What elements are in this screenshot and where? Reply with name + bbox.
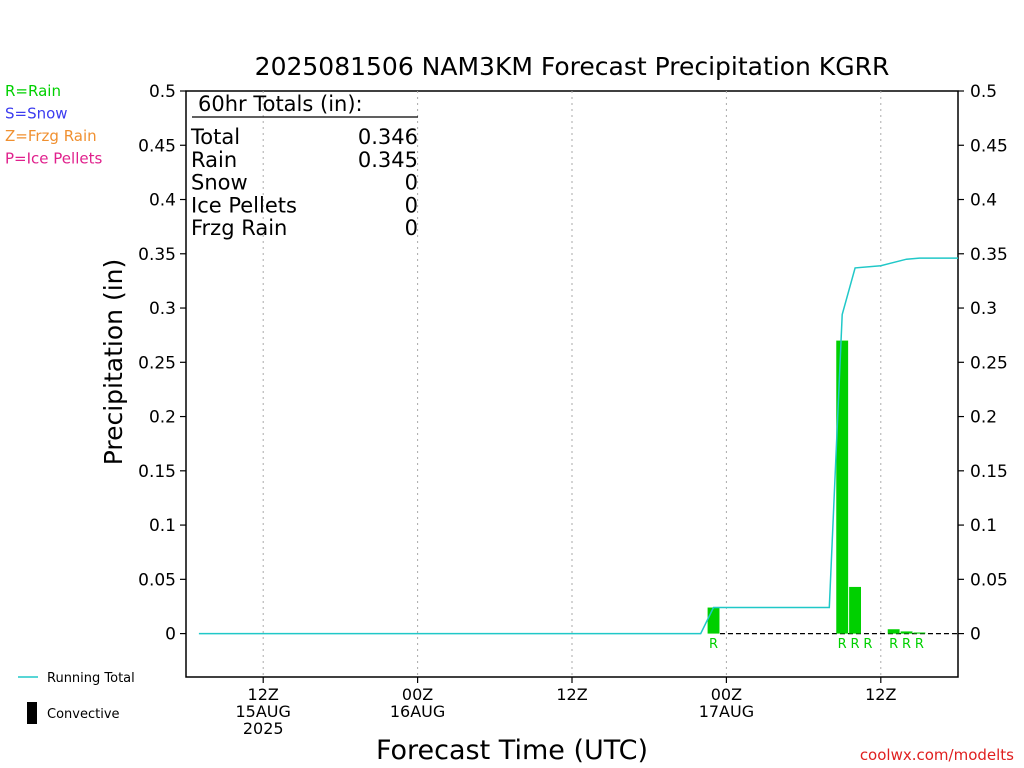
totals-box: 60hr Totals (in): Total 0.346 Rain 0.345 Snow…: [190, 92, 418, 240]
bar-1: [836, 340, 849, 634]
ptype-label-5: R: [902, 637, 911, 652]
ptype-label-0: R: [709, 637, 718, 652]
ytick-label-right-6: 0.3: [970, 299, 997, 319]
ptype-label-6: R: [915, 637, 924, 652]
source-credit: coolwx.com/modelts: [860, 746, 1014, 764]
ptype-label-3: R: [863, 637, 872, 652]
bar-4: [887, 629, 900, 634]
ptype-label-4: R: [889, 637, 898, 652]
x-axis-label: Forecast Time (UTC): [376, 735, 648, 766]
ptype-label-2: R: [851, 637, 860, 652]
bar-5: [900, 631, 913, 634]
legend-type-1: S=Snow: [5, 105, 68, 123]
xtick-label-2-0: 12Z: [556, 685, 587, 704]
bar-0: [707, 607, 720, 634]
xtick-label-0-1: 15AUG: [235, 702, 290, 721]
ytick-label-right-7: 0.35: [970, 245, 1008, 265]
chart-title: 2025081506 NAM3KM Forecast Precipitation…: [255, 52, 890, 81]
grid-lines: [262, 91, 958, 677]
totals-label-2: Snow: [191, 171, 248, 195]
bars: [707, 340, 926, 634]
xtick-label-3-1: 17AUG: [699, 702, 754, 721]
ytick-label-right-3: 0.15: [970, 462, 1008, 482]
ytick-label-right-2: 0.1: [970, 516, 997, 536]
convective-legend-label: Convective: [47, 707, 120, 722]
totals-value-1: 0.345: [358, 148, 418, 172]
ytick-label-left-9: 0.45: [138, 136, 176, 156]
totals-value-3: 0: [405, 193, 418, 217]
ytick-label-right-4: 0.2: [970, 408, 997, 428]
y-axis: 0 00.05 0.050.1 0.10.15 0.150.2 0.20.25 0.250.…: [138, 82, 1008, 645]
xtick-label-1-1: 16AUG: [390, 702, 445, 721]
running-total-legend-label: Running Total: [47, 671, 135, 686]
totals-label-0: Total: [190, 125, 240, 149]
xtick-label-3-0: 00Z: [711, 685, 742, 704]
totals-value-4: 0: [405, 216, 418, 240]
ytick-label-left-2: 0.1: [149, 516, 176, 536]
ytick-label-left-3: 0.15: [138, 462, 176, 482]
ytick-label-right-5: 0.25: [970, 353, 1008, 373]
ytick-label-left-5: 0.25: [138, 353, 176, 373]
legend-type-0: R=Rain: [5, 82, 61, 100]
ytick-label-right-9: 0.45: [970, 136, 1008, 156]
ytick-label-right-8: 0.4: [970, 191, 997, 211]
ytick-label-left-7: 0.35: [138, 245, 176, 265]
totals-label-1: Rain: [191, 148, 237, 172]
y-axis-label: Precipitation (in): [99, 259, 128, 466]
running-total-line: [198, 257, 958, 635]
totals-value-0: 0.346: [358, 125, 418, 149]
ytick-label-left-6: 0.3: [149, 299, 176, 319]
ytick-label-left-8: 0.4: [149, 191, 176, 211]
xtick-label-4-0: 12Z: [865, 685, 896, 704]
legend-type-2: Z=Frzg Rain: [5, 127, 97, 145]
ptype-label-1: R: [838, 637, 847, 652]
ytick-label-right-1: 0.05: [970, 570, 1008, 590]
running-total-series: [198, 257, 958, 635]
totals-heading: 60hr Totals (in):: [198, 92, 363, 116]
ytick-label-right-0: 0: [970, 625, 981, 645]
xtick-label-0-2: 2025: [243, 719, 284, 738]
totals-value-2: 0: [405, 171, 418, 195]
precip-type-legend: R=Rain S=Snow Z=Frzg Rain P=Ice Pellets: [5, 82, 102, 168]
legend-type-3: P=Ice Pellets: [5, 150, 102, 168]
xtick-label-0-0: 12Z: [248, 685, 279, 704]
bar-6: [913, 632, 926, 634]
ytick-label-left-10: 0.5: [149, 82, 176, 102]
totals-label-4: Frzg Rain: [191, 216, 287, 240]
convective-legend-swatch: [27, 702, 37, 724]
ytick-label-left-1: 0.05: [138, 570, 176, 590]
ytick-label-right-10: 0.5: [970, 82, 997, 102]
bar-2: [849, 586, 861, 634]
totals-label-3: Ice Pellets: [191, 193, 297, 217]
ytick-label-left-0: 0: [165, 625, 176, 645]
xtick-label-1-0: 00Z: [402, 685, 433, 704]
ytick-label-left-4: 0.2: [149, 408, 176, 428]
